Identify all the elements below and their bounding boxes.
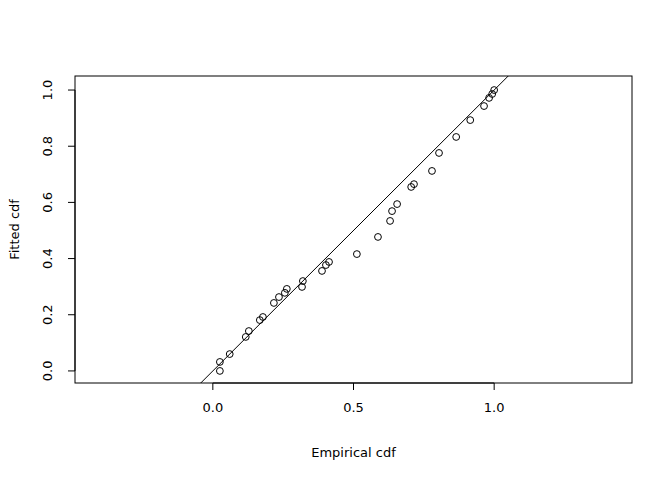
y-tick-label: 0.6 [40,192,55,213]
point [299,278,306,285]
y-tick [68,258,75,259]
y-tick-label: 0.0 [40,361,55,382]
x-tick [353,383,354,390]
x-tick [494,383,495,390]
y-tick [68,146,75,147]
point [453,134,460,141]
x-tick [212,383,213,390]
y-tick [68,314,75,315]
y-tick [68,202,75,203]
y-tick-label: 1.0 [40,80,55,101]
point [226,351,233,358]
point [245,328,252,335]
point [281,289,288,296]
point [276,294,283,301]
plot-frame [75,76,632,383]
x-tick-label: 0.5 [343,400,364,415]
point [436,150,443,157]
point [375,234,382,241]
point [489,91,496,98]
x-tick-label: 1.0 [484,400,505,415]
point [429,168,436,175]
y-tick-label: 0.4 [40,248,55,269]
point [481,103,488,110]
point [408,184,415,191]
y-axis-label: Fitted cdf [7,199,22,260]
x-tick-label: 0.0 [202,400,223,415]
reference-line [75,76,632,383]
y-tick-label: 0.8 [40,136,55,157]
point [467,117,474,124]
point [283,286,290,293]
y-tick [68,90,75,91]
chart: 0.0 0.5 1.0 0.0 0.2 0.4 0.6 0.8 1.0 Empirical cdf… [0,0,672,480]
y-axis-line [75,90,76,371]
x-axis-label: Empirical cdf [311,445,396,460]
point [326,259,333,266]
point [387,218,394,225]
point [270,300,277,307]
plot-area [75,76,632,383]
point [389,208,396,215]
point [260,314,267,321]
point [216,359,223,366]
point [491,87,498,94]
y-tick-label: 0.2 [40,304,55,325]
point [353,251,360,258]
chart-root: 0.0 0.5 1.0 0.0 0.2 0.4 0.6 0.8 1.0 Empirical cdf… [0,0,672,480]
point [216,368,223,375]
point [411,181,418,188]
point [394,201,401,208]
y-tick [68,370,75,371]
